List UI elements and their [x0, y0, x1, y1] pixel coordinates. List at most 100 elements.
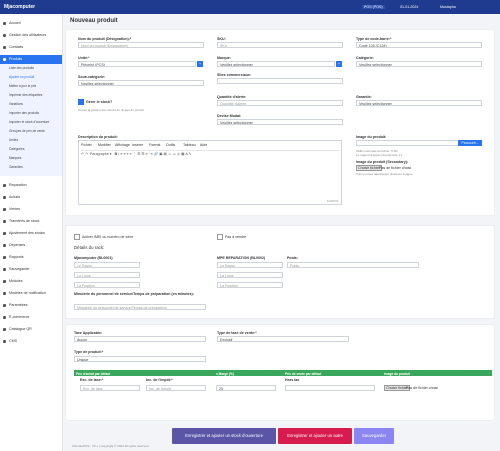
- input[interactable]: SKU: [217, 42, 343, 48]
- label: Garantie:: [356, 95, 372, 99]
- nav-subitem[interactable]: Mettre à jour le prix: [9, 84, 37, 88]
- nav-item[interactable]: Achats: [9, 195, 20, 199]
- browse-button[interactable]: Parcourir...: [458, 140, 482, 146]
- nav-item[interactable]: Rapports: [9, 255, 24, 259]
- menu[interactable]: Format: [149, 143, 161, 147]
- add-button[interactable]: +: [197, 61, 203, 67]
- nav-item[interactable]: E-commerce: [9, 315, 30, 319]
- input[interactable]: [285, 385, 375, 391]
- style-select[interactable]: Paragraphe: [90, 152, 109, 156]
- menu[interactable]: Aide: [200, 143, 208, 147]
- select[interactable]: Veuillez sélectionner: [217, 61, 335, 67]
- select[interactable]: Veuillez sélectionner: [356, 100, 482, 106]
- nav-item[interactable]: Modèles de notification: [9, 291, 46, 295]
- brand[interactable]: Mjacomputer: [4, 4, 36, 10]
- save-button[interactable]: Sauvegarder: [354, 428, 394, 444]
- select[interactable]: Unique: [74, 356, 206, 362]
- help: Vous pouvez télécharger plusieurs images: [356, 172, 413, 176]
- checkbox[interactable]: Pas à vendre: [217, 234, 246, 240]
- nav-icon: [3, 34, 6, 37]
- select[interactable]: Aucun: [74, 336, 206, 342]
- nav-item[interactable]: Catalogue QR: [9, 327, 32, 331]
- input[interactable]: Inc. de l'impôt: [146, 385, 206, 391]
- select[interactable]: Veuillez sélectionner: [217, 119, 343, 125]
- input[interactable]: Nom du produit (Désignation): [78, 42, 204, 48]
- nav-subitem[interactable]: Groupes de prix de vente: [9, 129, 45, 133]
- select[interactable]: Veuillez sélectionner: [78, 80, 204, 86]
- menu[interactable]: Outils: [166, 143, 176, 147]
- input[interactable]: La Position: [74, 282, 140, 288]
- menu[interactable]: Affichage: [115, 143, 130, 147]
- nav-item[interactable]: Contacts: [9, 45, 24, 49]
- nav-subitem[interactable]: Marques: [9, 156, 22, 160]
- nav-icon: [3, 244, 6, 247]
- label: Pas à vendre: [225, 234, 247, 239]
- checkbox[interactable]: Gérer le stock?: [78, 99, 112, 105]
- save-another-button[interactable]: Enregistrer et ajouter un autre: [278, 428, 352, 444]
- status: 0 MOTS: [326, 199, 338, 203]
- card-main: Nom du produit (Désignation):* Nom du pr…: [66, 30, 494, 215]
- table-heading: x Marge (%): [216, 371, 234, 376]
- input[interactable]: Minuterie du personnel de service/Temps …: [74, 304, 206, 310]
- select[interactable]: Veuillez sélectionner: [356, 61, 482, 67]
- nav-subitem[interactable]: Garanties: [9, 165, 23, 169]
- checkbox[interactable]: Activer IMEI ou numéro de série: [74, 234, 133, 240]
- table-heading: Prix de vente par défaut: [285, 371, 322, 376]
- input[interactable]: La Ligne: [74, 272, 140, 278]
- editor[interactable]: Fichier Modifier Affichage Insérer Format Out…: [78, 140, 342, 205]
- nav-subitem[interactable]: Liste des produits: [9, 66, 34, 70]
- input[interactable]: Le Rayon: [217, 262, 283, 268]
- save-opening-button[interactable]: Enregistrer et ajouter un stock d'ouvert…: [172, 428, 276, 444]
- nav-icon: [3, 208, 6, 211]
- menu[interactable]: Tableau: [183, 143, 196, 147]
- file-button[interactable]: Choisir fichier: [384, 385, 410, 391]
- input[interactable]: Le Rayon: [74, 262, 140, 268]
- nav-subitem[interactable]: Unités: [9, 138, 19, 142]
- select[interactable]: Pièce(s) (PCS): [78, 61, 196, 67]
- select[interactable]: Exclusif: [217, 336, 349, 342]
- label: Type de taxe de vente:*: [217, 331, 257, 335]
- nav-item[interactable]: Paramètres: [9, 303, 28, 307]
- nav-item[interactable]: CMS: [9, 339, 17, 343]
- nav-item[interactable]: Transferts de stock: [9, 219, 40, 223]
- nav-icon: [3, 256, 6, 259]
- nav-subitem[interactable]: Ajouter un produit: [9, 75, 35, 79]
- label: MPE REPARATION (BL0002): [217, 256, 266, 260]
- menu[interactable]: Fichier: [81, 143, 92, 147]
- input[interactable]: Exc. de taxe: [80, 385, 140, 391]
- label: Exc. de taxe:*: [80, 378, 104, 382]
- select[interactable]: Code 128 (C128): [356, 42, 482, 48]
- footer: UltimatePOS - V6.x | Copyright © 2024 Al…: [72, 444, 150, 448]
- input[interactable]: Quantité d'alerte: [217, 100, 343, 106]
- input[interactable]: Poids: [287, 262, 419, 268]
- nav-icon: [3, 268, 6, 271]
- nav-item[interactable]: Gestion des utilisateurs: [9, 33, 47, 37]
- nav-icon: [3, 184, 6, 187]
- label: Mjacomputer (BL0001): [74, 256, 113, 260]
- menu[interactable]: Modifier: [98, 143, 111, 147]
- add-button[interactable]: +: [336, 61, 342, 67]
- input[interactable]: La Position: [217, 282, 283, 288]
- location[interactable]: POS (POS): [362, 4, 385, 9]
- input[interactable]: La Ligne: [217, 272, 283, 278]
- nav-item[interactable]: Produits: [0, 55, 62, 64]
- nav-item[interactable]: Sauvegarder: [9, 267, 30, 271]
- label: SKU:: [217, 37, 226, 41]
- nav-item[interactable]: Accueil: [9, 21, 21, 25]
- nav-subitem[interactable]: Importer des produits: [9, 111, 40, 115]
- nav-subitem[interactable]: Imprimer des étiquettes: [9, 93, 43, 97]
- menu[interactable]: Insérer: [132, 143, 144, 147]
- nav-subitem[interactable]: Catégories: [9, 147, 25, 151]
- input[interactable]: 25: [216, 385, 276, 391]
- file-button[interactable]: Choisir fichier: [356, 165, 382, 171]
- nav-subitem[interactable]: Variations: [9, 102, 23, 106]
- nav-item[interactable]: Modules: [9, 279, 23, 283]
- nav-item[interactable]: Ventes: [9, 207, 20, 211]
- user[interactable]: Mustapha: [440, 4, 456, 9]
- nav-subitem[interactable]: Importer le stock d'ouverture: [9, 120, 50, 124]
- nav-item[interactable]: Réparation: [9, 183, 27, 187]
- nav-item[interactable]: Dépenses: [9, 243, 26, 247]
- nav-item[interactable]: Ajustement des stocks: [9, 231, 45, 235]
- input[interactable]: [217, 78, 343, 84]
- file-status: Pas de fichier choisi: [406, 385, 438, 390]
